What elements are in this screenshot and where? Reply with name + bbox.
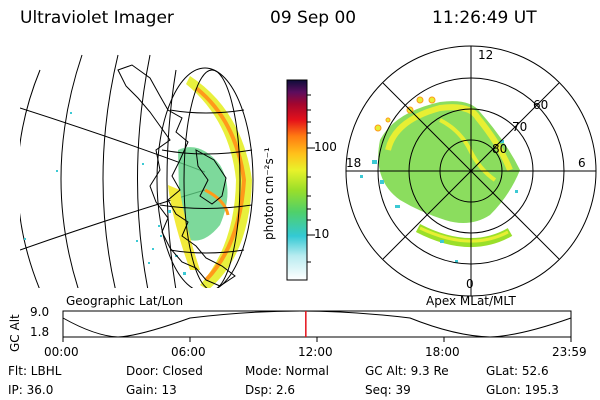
status-glat: GLat: 52.6 bbox=[486, 364, 549, 378]
mlt-label-0: 0 bbox=[466, 277, 474, 291]
colorbar-tick-100: 100 bbox=[314, 140, 337, 154]
apex-caption: Apex MLat/MLT bbox=[426, 294, 516, 308]
status-filter: Flt: LBHL bbox=[8, 364, 62, 378]
status-gc-alt: GC Alt: 9.3 Re bbox=[365, 364, 449, 378]
status-glon: GLon: 195.3 bbox=[486, 383, 559, 397]
mlat-label-60: 60 bbox=[533, 98, 549, 112]
polar-grid bbox=[345, 45, 597, 297]
orbit-xtick-1200: 12:00 bbox=[298, 345, 333, 359]
geographic-caption: Geographic Lat/Lon bbox=[66, 294, 184, 308]
mlt-label-6: 6 bbox=[578, 156, 586, 170]
orbit-xtick-1800: 18:00 bbox=[425, 345, 460, 359]
orbit-axis-label: GC Alt bbox=[8, 314, 22, 352]
status-seq: Seq: 39 bbox=[365, 383, 411, 397]
mlat-label-70: 70 bbox=[512, 120, 528, 134]
mlat-label-80: 80 bbox=[492, 142, 508, 156]
colorbar-unit-label: photon cm⁻²s⁻¹ bbox=[262, 147, 276, 240]
orbit-xtick-2359: 23:59 bbox=[552, 345, 587, 359]
status-door: Door: Closed bbox=[126, 364, 203, 378]
mlt-label-18: 18 bbox=[346, 156, 362, 170]
polar-map bbox=[360, 96, 520, 263]
colorbar-ticks bbox=[307, 94, 315, 263]
date-label: 09 Sep 00 bbox=[270, 8, 357, 28]
mlt-label-12: 12 bbox=[478, 48, 494, 62]
instrument-title: Ultraviolet Imager bbox=[20, 8, 174, 28]
orbit-x-ticks bbox=[62, 337, 572, 342]
status-gain: Gain: 13 bbox=[126, 383, 177, 397]
status-ip: IP: 36.0 bbox=[8, 383, 54, 397]
time-label: 11:26:49 UT bbox=[432, 8, 537, 28]
geographic-map bbox=[20, 54, 254, 288]
status-mode: Mode: Normal bbox=[245, 364, 329, 378]
status-dsp: Dsp: 2.6 bbox=[245, 383, 296, 397]
orbit-plot-frame bbox=[62, 310, 572, 338]
orbit-xtick-0600: 06:00 bbox=[171, 345, 206, 359]
orbit-ytick-high: 9.0 bbox=[30, 305, 50, 319]
colorbar-tick-10: 10 bbox=[314, 227, 330, 241]
colorbar bbox=[286, 79, 308, 281]
orbit-xtick-0000: 00:00 bbox=[44, 345, 79, 359]
orbit-altitude-curve bbox=[62, 310, 572, 338]
orbit-ytick-low: 1.8 bbox=[30, 325, 50, 339]
